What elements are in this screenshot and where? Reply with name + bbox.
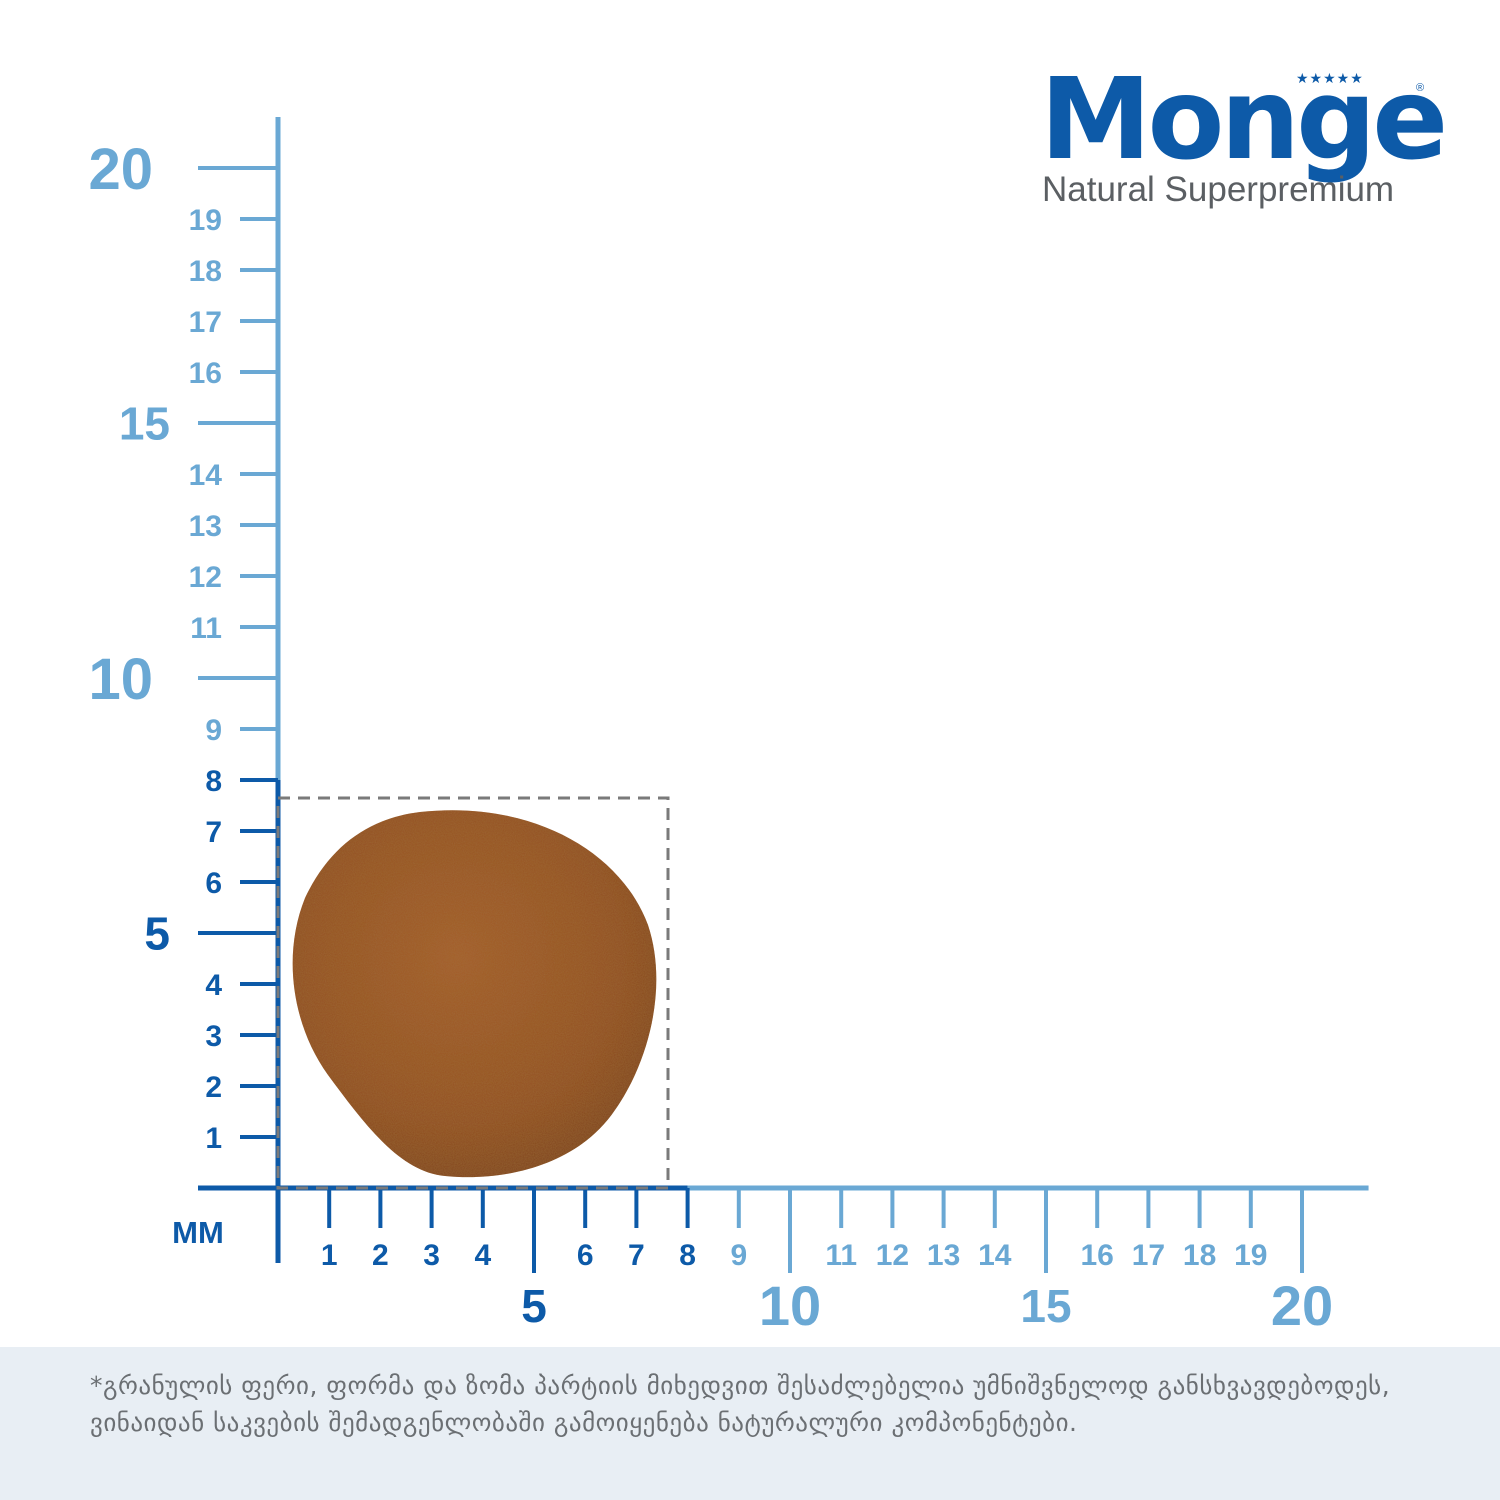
x-major-label: 5 xyxy=(521,1280,547,1332)
y-tick-label: 17 xyxy=(189,306,222,339)
y-major-label: 5 xyxy=(144,908,170,960)
y-tick-label: 1 xyxy=(205,1122,222,1155)
x-tick-label: 11 xyxy=(825,1239,857,1272)
y-tick-label: 19 xyxy=(189,204,222,237)
x-tick-label: 6 xyxy=(577,1239,594,1272)
x-tick-label: 17 xyxy=(1132,1239,1165,1272)
y-major-label: 15 xyxy=(119,398,170,450)
brand-logo: Monge ★★★★★ ® Natural Superpremium xyxy=(1040,64,1448,214)
x-tick-label: 16 xyxy=(1081,1239,1114,1272)
y-tick-label: 7 xyxy=(205,816,222,849)
y-tick-label: 6 xyxy=(205,867,222,900)
x-major-label: 10 xyxy=(759,1274,821,1337)
y-tick-label: 3 xyxy=(205,1020,222,1053)
footer-disclaimer: *გრანულის ფერი, ფორმა და ზომა პარტიის მი… xyxy=(0,1347,1500,1500)
granule-size-box xyxy=(276,796,670,1190)
x-tick-label: 12 xyxy=(876,1239,909,1272)
x-tick-label: 8 xyxy=(679,1239,696,1272)
x-tick-label: 14 xyxy=(978,1239,1012,1272)
y-tick-label: 11 xyxy=(190,612,222,645)
footer-note: *გრანულის ფერი, ფორმა და ზომა პარტიის მი… xyxy=(90,1371,1391,1437)
granule-kibble xyxy=(292,810,657,1178)
x-tick-label: 19 xyxy=(1234,1239,1267,1272)
y-tick-label: 16 xyxy=(189,357,222,390)
ruler-axes xyxy=(198,117,1369,1273)
unit-label: MM xyxy=(172,1215,224,1250)
y-tick-label: 14 xyxy=(189,459,223,492)
x-major-label: 20 xyxy=(1271,1274,1333,1337)
y-tick-label: 13 xyxy=(189,510,222,543)
y-major-label: 10 xyxy=(88,647,153,712)
brand-stars-icon: ★★★★★ xyxy=(1296,70,1364,86)
y-tick-label: 8 xyxy=(205,765,222,798)
x-tick-label: 13 xyxy=(927,1239,960,1272)
y-major-label: 20 xyxy=(88,137,153,202)
y-tick-label: 12 xyxy=(189,561,222,594)
x-tick-label: 9 xyxy=(730,1239,747,1272)
brand-tagline: Natural Superpremium xyxy=(1042,170,1395,209)
x-axis-labels: 1 2 3 4 6 7 8 9 11 12 13 14 16 17 18 195 10 15 20 xyxy=(321,1239,1333,1337)
registered-mark: ® xyxy=(1416,82,1425,94)
x-tick-label: 2 xyxy=(372,1239,389,1272)
x-tick-label: 18 xyxy=(1183,1239,1216,1272)
x-tick-label: 7 xyxy=(628,1239,645,1272)
x-tick-label: 4 xyxy=(474,1239,491,1272)
y-tick-label: 9 xyxy=(205,714,222,747)
y-tick-label: 2 xyxy=(205,1071,222,1104)
y-tick-label: 18 xyxy=(189,255,222,288)
x-major-label: 15 xyxy=(1020,1280,1071,1332)
brand-name: Monge xyxy=(1040,55,1448,185)
x-tick-label: 3 xyxy=(423,1239,440,1272)
y-tick-label: 4 xyxy=(205,969,222,1002)
x-tick-label: 1 xyxy=(321,1239,338,1272)
